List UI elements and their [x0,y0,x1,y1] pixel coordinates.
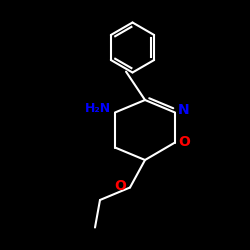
Text: O: O [178,136,190,149]
Text: O: O [114,179,126,193]
Text: H₂N: H₂N [84,102,110,115]
Text: N: N [178,102,190,117]
